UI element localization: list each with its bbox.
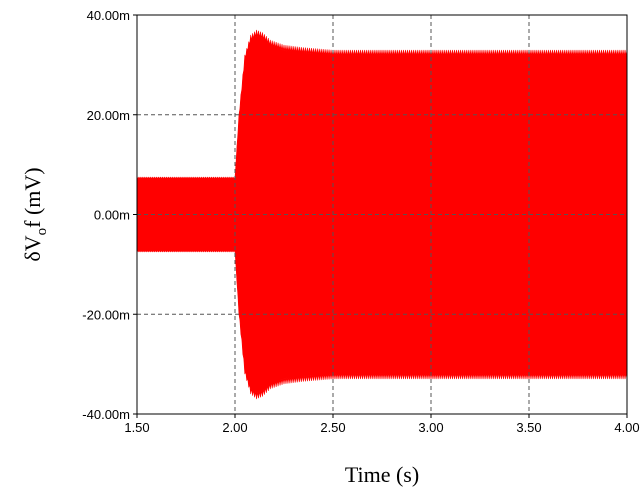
x-tick-label: 3.50: [516, 420, 541, 435]
y-axis-title: δVof (mV): [20, 167, 50, 261]
y-axis-title-subscript: o: [34, 228, 50, 236]
x-tick-label: 2.00: [222, 420, 247, 435]
y-tick-label: -40.00m: [82, 407, 130, 422]
grid-lines: [137, 15, 627, 414]
x-axis-title: Time (s): [345, 462, 419, 487]
y-tick-label: 20.00m: [87, 108, 130, 123]
y-tick-labels: -40.00m -20.00m 0.00m 20.00m 40.00m: [82, 8, 137, 422]
y-axis-title-suffix: f (mV): [20, 167, 45, 227]
x-tick-label: 3.00: [418, 420, 443, 435]
y-axis-title-prefix: δV: [20, 235, 45, 261]
x-tick-label: 1.50: [124, 420, 149, 435]
x-tick-label: 2.50: [320, 420, 345, 435]
y-tick-label: 0.00m: [94, 208, 130, 223]
x-tick-label: 4.00: [614, 420, 639, 435]
y-tick-label: -20.00m: [82, 307, 130, 322]
y-tick-label: 40.00m: [87, 8, 130, 23]
x-tick-labels: 1.50 2.00 2.50 3.00 3.50 4.00: [124, 414, 640, 435]
